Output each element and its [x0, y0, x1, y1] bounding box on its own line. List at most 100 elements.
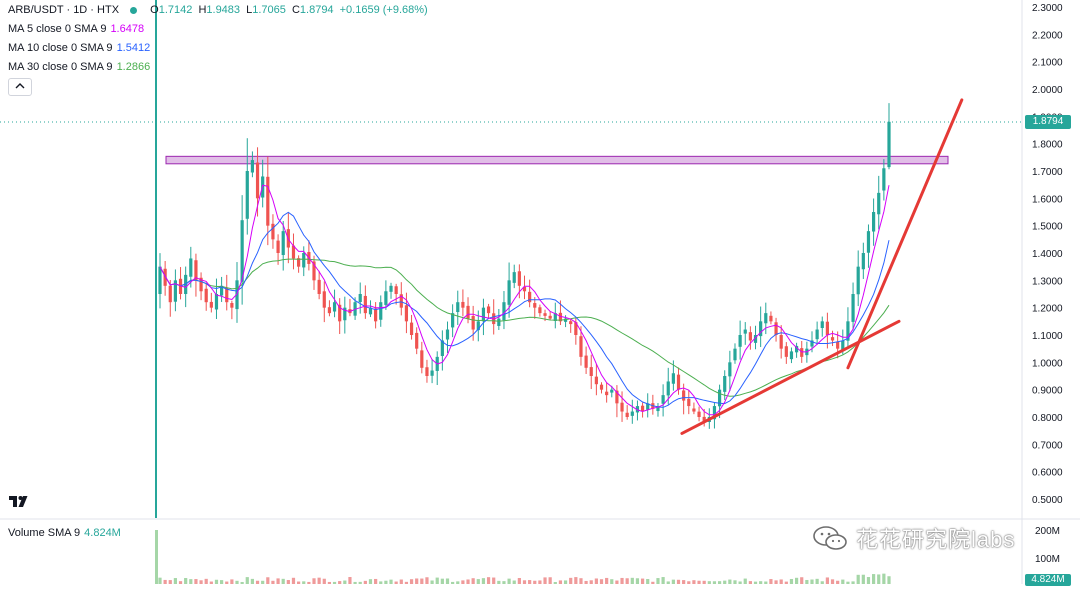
candle-body: [163, 268, 167, 286]
volume-bar: [682, 580, 686, 584]
volume-tick-label: 200M: [1035, 526, 1060, 537]
volume-bar: [445, 578, 450, 584]
volume-bar: [389, 579, 393, 584]
candle-body: [877, 192, 881, 215]
ma10-line: [159, 211, 890, 408]
volume-bar: [856, 574, 860, 584]
watermark-text: 花花研究院labs: [856, 527, 1016, 552]
candle-body: [199, 277, 203, 292]
candle-body: [702, 416, 706, 423]
candle-body: [204, 288, 208, 303]
volume-bar: [173, 578, 178, 584]
chevron-up-icon: [15, 83, 25, 89]
volume-bar: [563, 580, 568, 584]
volume-bar: [676, 579, 681, 584]
volume-bar: [543, 577, 547, 584]
collapse-legend-button[interactable]: [8, 78, 32, 96]
candle-body: [866, 231, 871, 253]
change-value: +0.1659 (+9.68%): [339, 4, 428, 16]
volume-bar: [178, 581, 183, 584]
close-key: C: [291, 4, 300, 16]
volume-bar: [651, 581, 655, 584]
candle-body: [507, 280, 511, 305]
volume-bar: [440, 578, 444, 584]
volume-bar: [435, 577, 439, 584]
volume-bar: [214, 579, 219, 584]
volume-bar: [769, 579, 773, 584]
candle-body: [815, 329, 819, 340]
volume-bar: [574, 577, 578, 584]
low-key: L: [246, 4, 253, 16]
open-key: O: [150, 4, 159, 16]
candle-body: [481, 307, 486, 322]
candle-body: [563, 318, 568, 322]
volume-bar: [209, 581, 213, 584]
volume-bar: [266, 577, 270, 584]
price-tick-label: 2.1000: [1032, 58, 1063, 69]
ma10-label: MA 10 close 0 SMA 9: [8, 42, 113, 54]
candle-body: [625, 412, 629, 417]
candle-body: [584, 355, 588, 368]
candle-body: [646, 403, 650, 410]
candle-body: [194, 260, 198, 281]
candle-body: [379, 302, 383, 320]
candle-body: [800, 348, 804, 357]
volume-bar: [155, 530, 158, 584]
candle-body: [841, 340, 845, 351]
volume-bar: [522, 580, 527, 584]
volume-label: Volume SMA 9: [8, 527, 81, 539]
volume-bar: [728, 579, 732, 584]
candle-body: [451, 313, 455, 328]
volume-bar: [759, 581, 763, 584]
ma5-label: MA 5 close 0 SMA 9: [8, 23, 107, 35]
candle-body: [255, 162, 260, 199]
volume-bar: [625, 578, 629, 584]
volume-bar: [230, 579, 234, 584]
price-tick-label: 1.4000: [1032, 249, 1063, 260]
tradingview-logo[interactable]: [8, 491, 32, 511]
candle-body: [302, 253, 306, 268]
candle-body: [620, 402, 624, 412]
volume-bar: [666, 581, 670, 584]
candle-body: [810, 340, 814, 347]
candle-body: [533, 303, 537, 308]
volume-bar: [409, 579, 414, 584]
open-value: 1.7142: [158, 4, 193, 16]
candle-body: [404, 305, 409, 322]
candle-body: [409, 322, 414, 335]
ma30-value: 1.2866: [116, 61, 151, 73]
candle-body: [440, 340, 444, 356]
ma5-legend[interactable]: MA 5 close 0 SMA 9 1.6478: [8, 22, 144, 36]
candle-body: [569, 321, 573, 325]
candle-body: [682, 390, 686, 401]
candle-body: [656, 406, 660, 412]
volume-bar: [841, 579, 845, 584]
volume-bar: [738, 581, 742, 584]
volume-legend[interactable]: Volume SMA 9 4.824M: [8, 526, 121, 540]
price-tick-label: 1.3000: [1032, 276, 1063, 287]
ma10-value: 1.5412: [116, 42, 151, 54]
volume-bar: [420, 578, 424, 584]
candle-body: [322, 291, 326, 308]
ma30-legend[interactable]: MA 30 close 0 SMA 9 1.2866: [8, 60, 150, 74]
price-tick-label: 0.9000: [1032, 386, 1063, 397]
volume-bar: [789, 578, 794, 584]
candle-body: [461, 301, 465, 308]
volume-bar: [415, 578, 419, 584]
volume-bar: [794, 577, 799, 584]
ma10-legend[interactable]: MA 10 close 0 SMA 9 1.5412: [8, 41, 150, 55]
watermark: 花花研究院labs: [812, 522, 1015, 554]
volume-bar: [261, 580, 265, 584]
close-value: 1.8794: [299, 4, 334, 16]
volume-bar: [687, 581, 691, 584]
candle-body: [558, 312, 563, 322]
candle-body: [830, 337, 835, 341]
volume-bar: [451, 581, 455, 584]
volume-bar: [327, 581, 332, 584]
candle-body: [384, 291, 388, 305]
high-key: H: [198, 4, 207, 16]
candle-body: [574, 322, 578, 335]
volume-bar: [281, 578, 285, 584]
price-tick-label: 0.7000: [1032, 440, 1063, 451]
